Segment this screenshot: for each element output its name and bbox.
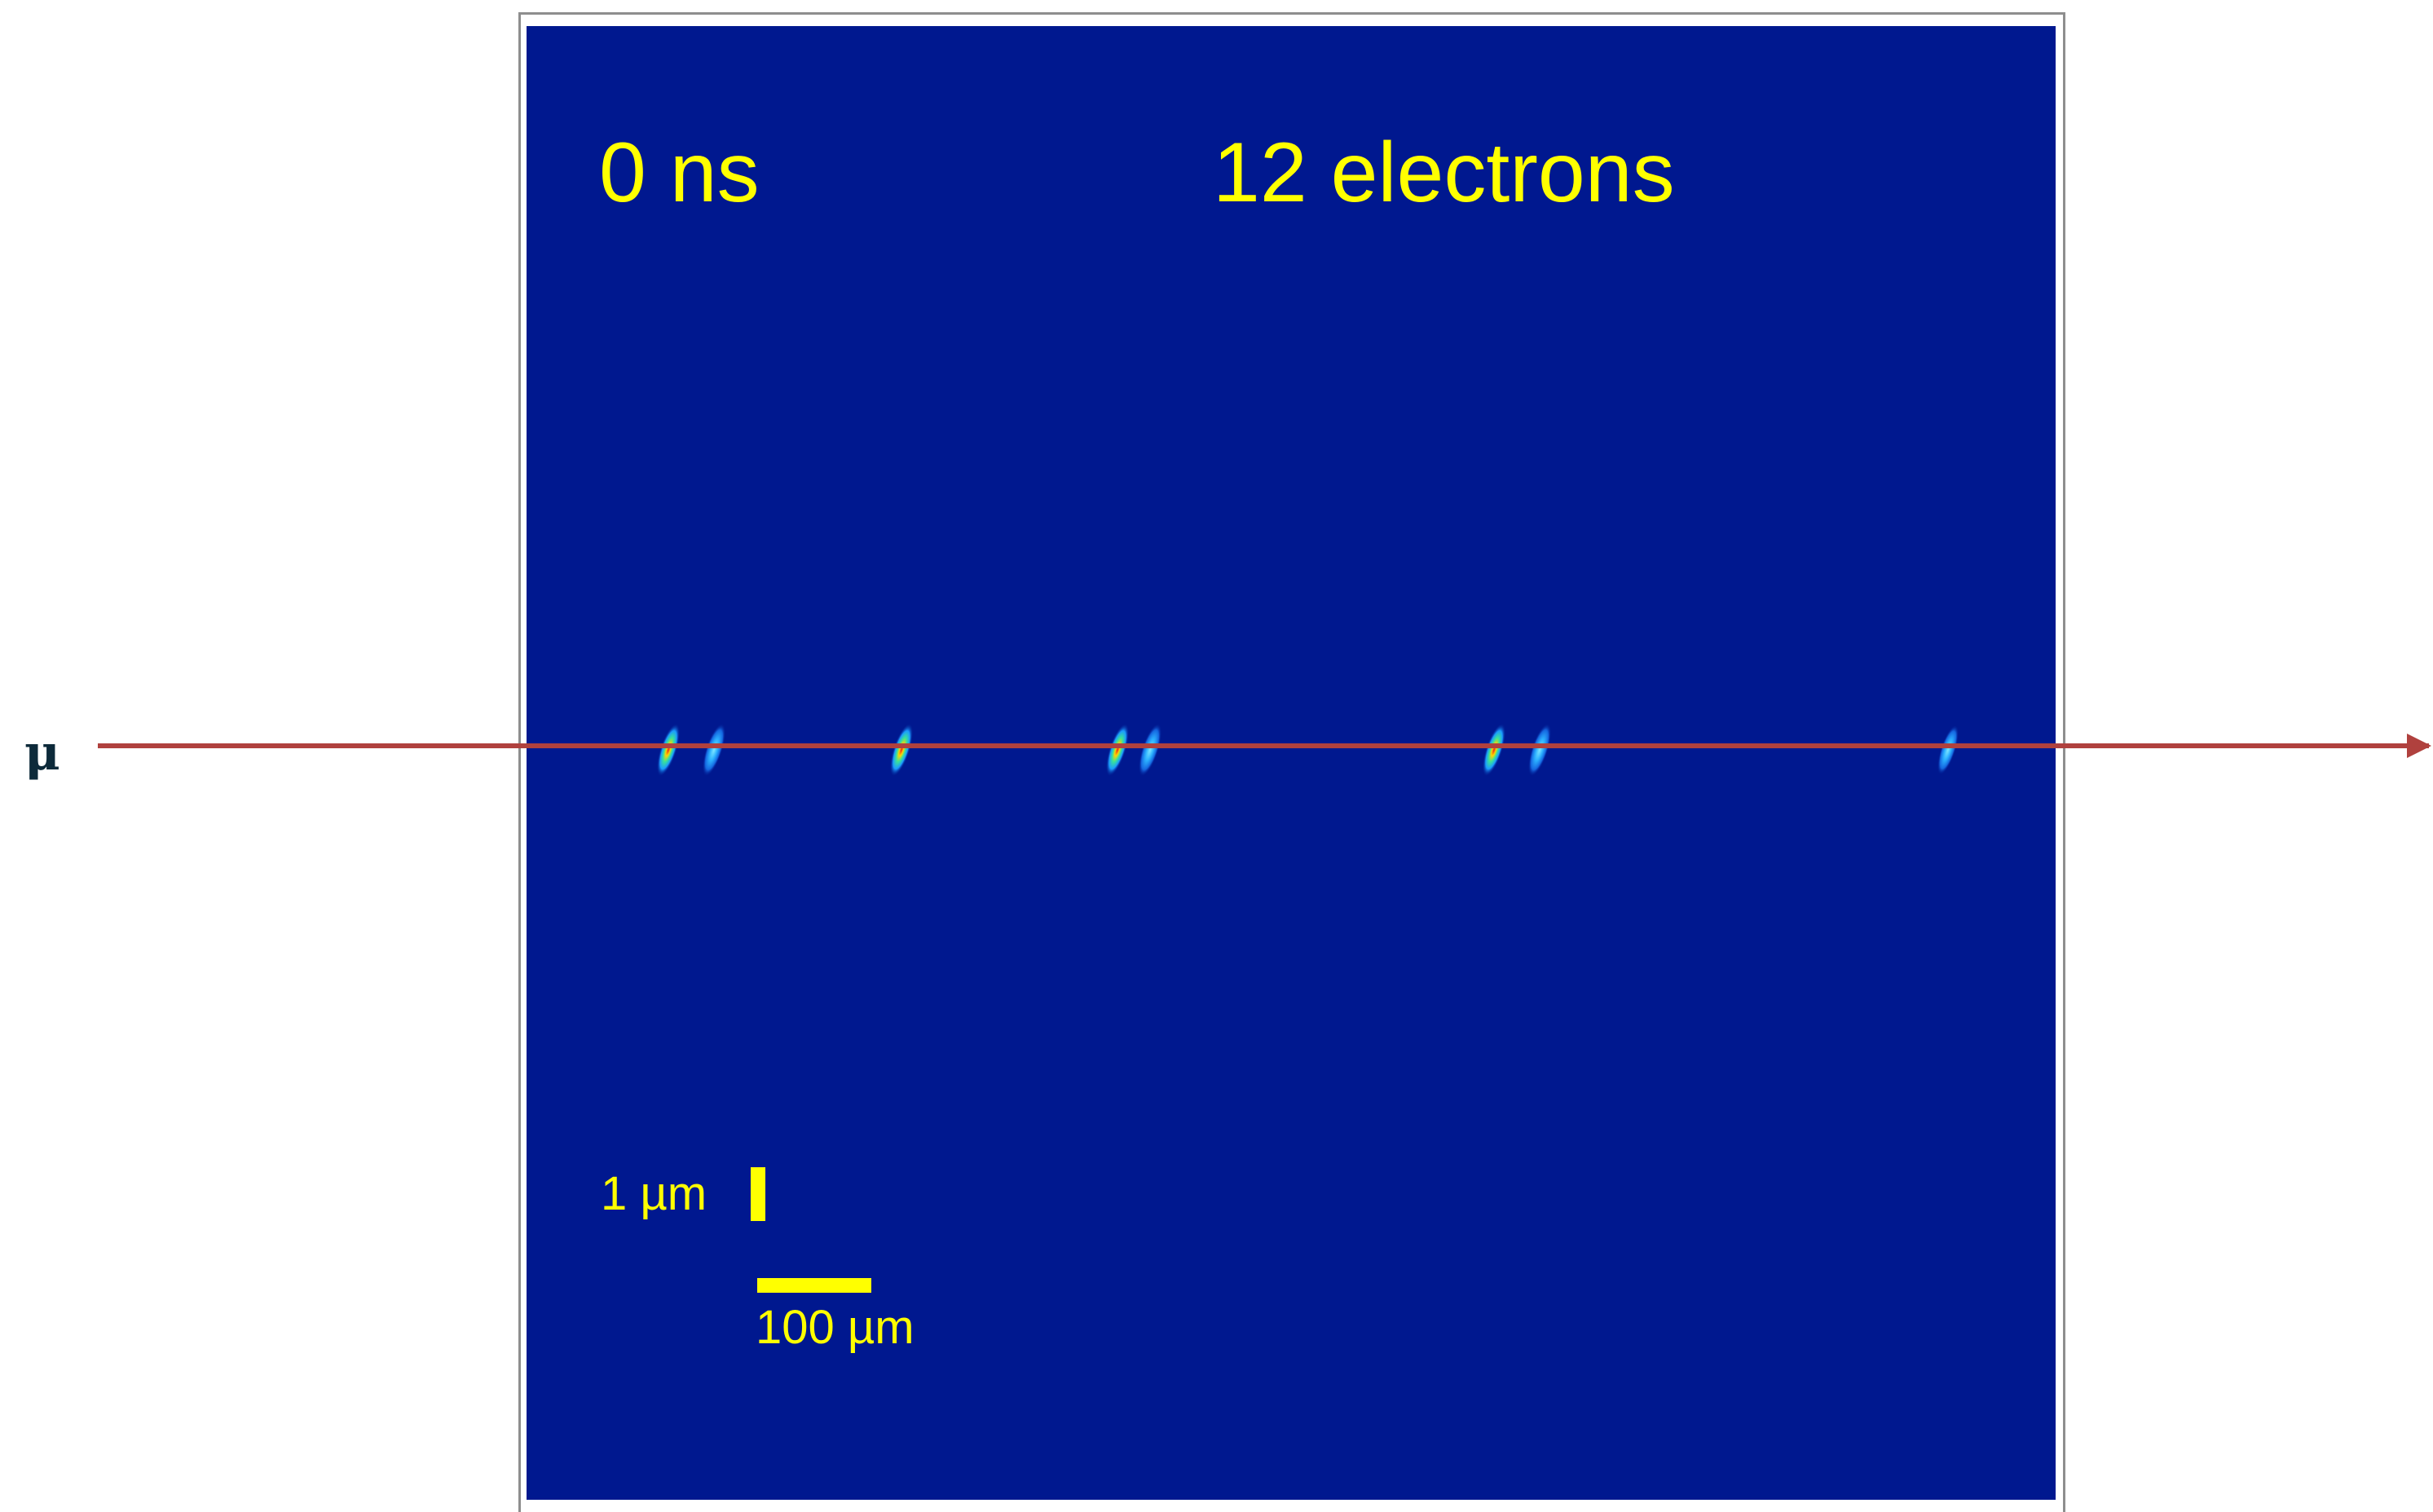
- electron-blob-icon: [1138, 723, 1162, 777]
- electron-blob-icon: [1937, 725, 1959, 775]
- horizontal-scale-bar: [757, 1278, 871, 1293]
- simulation-panel: [527, 26, 2056, 1500]
- time-label: 0 ns: [599, 126, 760, 220]
- muon-label: μ: [24, 725, 60, 782]
- electron-blobs: [656, 723, 1959, 777]
- electron-blob-icon: [1482, 723, 1506, 777]
- electron-blob-icon: [889, 723, 914, 777]
- vertical-scale-bar: [751, 1167, 765, 1221]
- electron-blob-icon: [656, 723, 681, 777]
- electron-blob-icon: [1105, 723, 1130, 777]
- electron-blob-icon: [1527, 723, 1552, 777]
- electron-count-label: 12 electrons: [1213, 126, 1675, 220]
- horizontal-scale-label: 100 µm: [756, 1301, 915, 1354]
- electron-blob-icon: [702, 723, 726, 777]
- vertical-scale-label: 1 µm: [601, 1167, 707, 1220]
